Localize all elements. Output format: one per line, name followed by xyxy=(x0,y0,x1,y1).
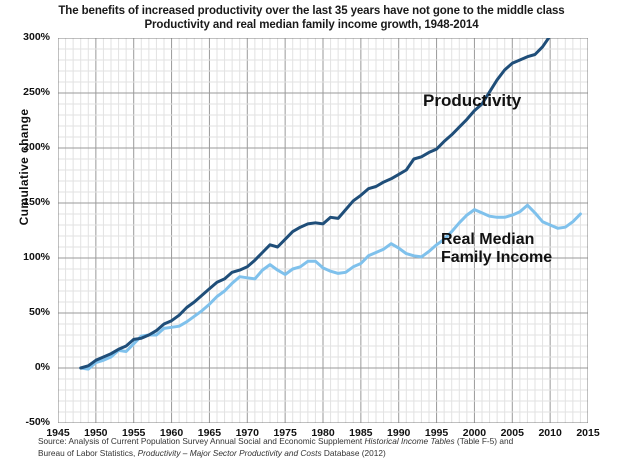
source-line-2-a: Bureau of Labor Statistics, xyxy=(38,447,138,458)
source-line-1-b: (Table F-5) and xyxy=(454,436,514,446)
data-series-lines xyxy=(79,38,582,371)
y-tick-label: 150% xyxy=(23,196,50,208)
y-tick-label: 250% xyxy=(23,86,50,98)
source-line-1: Source: Analysis of Current Population S… xyxy=(38,436,618,448)
source-note: Source: Analysis of Current Population S… xyxy=(38,436,618,459)
source-line-1-a: Source: Analysis of Current Population S… xyxy=(38,436,365,446)
x-tick-label: 1990 xyxy=(387,427,411,439)
series-label-productivity-text: Productivity xyxy=(423,91,522,110)
plot-background xyxy=(58,38,588,423)
x-tick-label: 2005 xyxy=(500,427,524,439)
x-tick-label: 1960 xyxy=(159,427,184,439)
x-tick-label: 1950 xyxy=(84,427,108,439)
y-tick-label: 50% xyxy=(28,306,50,318)
x-tick-label: 2010 xyxy=(538,427,562,439)
series-label-real-median-family-income: Real Median Family Income xyxy=(441,231,552,267)
y-tick-label: 200% xyxy=(23,141,50,153)
series-label-income-line1: Real Median xyxy=(441,231,535,248)
x-tick-label: 1975 xyxy=(273,427,297,439)
x-tick-label: 2015 xyxy=(576,427,600,439)
x-tick-label: 1985 xyxy=(349,427,373,439)
x-tick-label: 1980 xyxy=(311,427,335,439)
chart-subtitle: Productivity and real median family inco… xyxy=(144,19,479,31)
y-tick-label: 100% xyxy=(23,251,50,263)
x-tick-label: 2000 xyxy=(462,427,487,439)
y-axis-tick-labels: -50% 0% 50% 100% 150% 200% 250% 300% xyxy=(0,0,58,467)
x-tick-label: 1995 xyxy=(424,427,449,439)
x-tick-label: 1970 xyxy=(235,427,259,439)
source-line-2-italic: Productivity – Major Sector Productivity… xyxy=(137,447,322,458)
chart-title-block: The benefits of increased productivity o… xyxy=(0,4,623,32)
x-tick-label: 1955 xyxy=(122,427,146,439)
x-tick-label: 1965 xyxy=(197,427,222,439)
plot-area xyxy=(58,38,588,423)
x-tick-label: 1945 xyxy=(46,427,70,439)
y-tick-label: 300% xyxy=(23,31,50,43)
source-line-1-italic: Historical Income Tables xyxy=(364,436,455,446)
series-label-income-line2: Family Income xyxy=(441,249,553,266)
y-tick-label: -50% xyxy=(25,416,50,428)
y-tick-label: 0% xyxy=(34,361,50,373)
series-label-productivity: Productivity xyxy=(423,92,521,110)
chart-title: The benefits of increased productivity o… xyxy=(58,5,565,17)
source-line-2: Bureau of Labor Statistics, Productivity… xyxy=(38,448,618,460)
x-axis-tick-labels: 1945 1950 1955 1960 1965 1970 1975 1980 1985 1990… xyxy=(0,423,623,445)
source-line-2-b: Database (2012) xyxy=(321,447,386,458)
